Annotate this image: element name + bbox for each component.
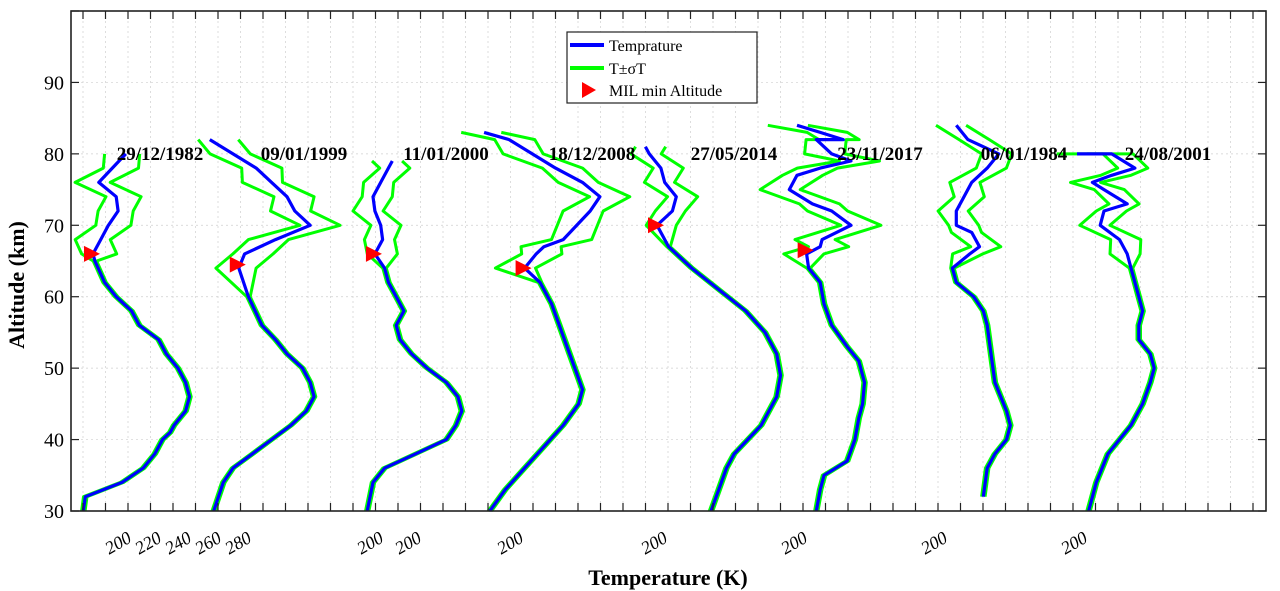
- panel-date-label: 23/11/2017: [837, 144, 923, 165]
- temperature-line: [483, 130, 602, 512]
- profile-curves: [73, 123, 1158, 512]
- y-tick-label: 90: [44, 72, 64, 94]
- mil-min-altitude-marker: [84, 245, 100, 262]
- temperature-line: [81, 152, 192, 512]
- legend: Temprature T±σT MIL min Altitude: [566, 31, 758, 104]
- temperature-line: [208, 138, 316, 512]
- y-tick-label: 40: [44, 430, 64, 452]
- temperature-line: [950, 124, 1012, 497]
- legend-temperature-label: Temprature: [609, 38, 683, 55]
- panel-date-label: 24/08/2001: [1125, 144, 1212, 165]
- y-tick-label: 80: [44, 144, 64, 166]
- mil-min-altitude-marker: [797, 242, 814, 259]
- mil-min-altitude-marker: [515, 260, 532, 277]
- panel-date-label: 09/01/1999: [261, 144, 348, 165]
- temperature-line: [365, 160, 464, 512]
- panel-date-label: 06/01/1984: [981, 144, 1068, 165]
- panel-date-label: 11/01/2000: [403, 144, 489, 165]
- panel-date-label: 27/05/2014: [691, 144, 778, 165]
- y-tick-label: 30: [44, 501, 64, 523]
- legend-mil-label: MIL min Altitude: [609, 83, 722, 100]
- panel-date-labels: 29/12/1982 09/01/1999 11/01/2000 18/12/2008…: [117, 144, 1212, 165]
- panel-date-label: 29/12/1982: [117, 144, 204, 165]
- mil-markers: [84, 217, 814, 277]
- y-tick-label: 70: [44, 215, 64, 237]
- sigma-upper-line: [798, 123, 883, 512]
- temperature-line: [1077, 152, 1156, 512]
- legend-sigma-label: T±σT: [609, 61, 646, 78]
- sigma-lower-line: [935, 124, 1011, 497]
- x-axis-label: Temperature (K): [588, 565, 747, 590]
- sigma-upper-line: [1086, 152, 1158, 512]
- y-axis-label: Altitude (km): [4, 221, 29, 349]
- legend-triangle-icon: [582, 82, 596, 98]
- temperature-line: [787, 123, 867, 512]
- mil-min-altitude-marker: [365, 245, 382, 262]
- y-tick-label: 60: [44, 287, 64, 309]
- panel-date-label: 18/12/2008: [549, 144, 636, 165]
- temperature-line: [643, 145, 783, 512]
- mil-min-altitude-marker: [229, 256, 246, 273]
- sigma-lower-line: [758, 123, 865, 512]
- mil-min-altitude-marker: [648, 217, 664, 234]
- y-tick-label: 50: [44, 358, 64, 380]
